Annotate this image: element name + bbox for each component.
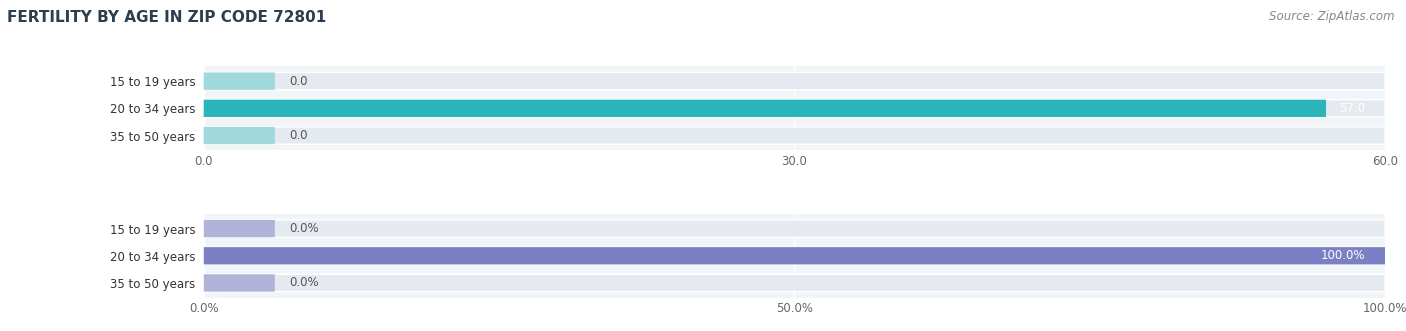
Text: 57.0: 57.0 [1339, 102, 1365, 115]
Text: 0.0%: 0.0% [288, 276, 319, 289]
FancyBboxPatch shape [204, 220, 1385, 237]
FancyBboxPatch shape [204, 72, 1385, 90]
FancyBboxPatch shape [204, 100, 1326, 117]
Text: Source: ZipAtlas.com: Source: ZipAtlas.com [1270, 10, 1395, 23]
FancyBboxPatch shape [204, 220, 274, 237]
Text: 100.0%: 100.0% [1320, 249, 1365, 262]
FancyBboxPatch shape [204, 274, 274, 292]
Text: 0.0: 0.0 [288, 129, 308, 142]
FancyBboxPatch shape [204, 247, 1385, 264]
FancyBboxPatch shape [204, 274, 1385, 292]
FancyBboxPatch shape [204, 100, 1385, 117]
FancyBboxPatch shape [204, 247, 1385, 264]
Text: 0.0%: 0.0% [288, 222, 319, 235]
Text: 0.0: 0.0 [288, 75, 308, 88]
FancyBboxPatch shape [204, 127, 276, 144]
FancyBboxPatch shape [204, 72, 276, 90]
FancyBboxPatch shape [204, 127, 1385, 144]
Text: FERTILITY BY AGE IN ZIP CODE 72801: FERTILITY BY AGE IN ZIP CODE 72801 [7, 10, 326, 25]
